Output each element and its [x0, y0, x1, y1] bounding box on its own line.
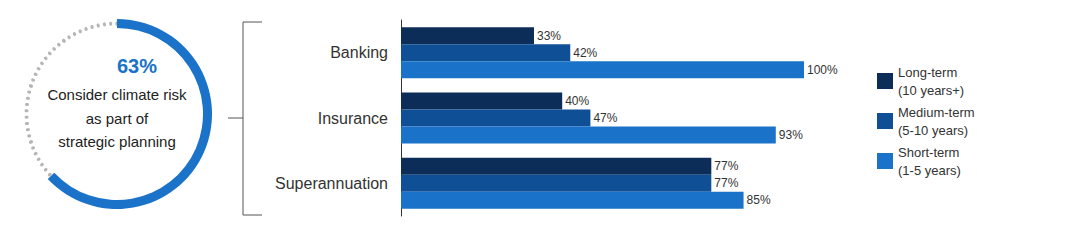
svg-text:85%: 85% [747, 193, 771, 207]
svg-text:77%: 77% [714, 159, 738, 173]
svg-text:40%: 40% [565, 94, 589, 108]
svg-text:Medium-term: Medium-term [898, 105, 975, 120]
svg-text:Short-term: Short-term [898, 145, 959, 160]
svg-text:Banking: Banking [330, 44, 388, 61]
svg-text:93%: 93% [779, 128, 803, 142]
svg-text:47%: 47% [593, 111, 617, 125]
svg-text:(5-10 years): (5-10 years) [898, 123, 968, 138]
svg-text:as part of: as part of [86, 110, 149, 127]
svg-text:(1-5 years): (1-5 years) [898, 163, 961, 178]
svg-text:Long-term: Long-term [898, 65, 957, 80]
svg-text:Insurance: Insurance [318, 110, 388, 127]
svg-text:Superannuation: Superannuation [275, 175, 388, 192]
svg-text:100%: 100% [807, 63, 838, 77]
svg-text:(10 years+): (10 years+) [898, 83, 964, 98]
svg-text:63%: 63% [117, 55, 157, 77]
svg-text:77%: 77% [714, 176, 738, 190]
svg-text:42%: 42% [573, 46, 597, 60]
svg-text:strategic planning: strategic planning [58, 133, 176, 150]
svg-text:Consider climate risk: Consider climate risk [47, 86, 187, 103]
svg-text:33%: 33% [537, 29, 561, 43]
